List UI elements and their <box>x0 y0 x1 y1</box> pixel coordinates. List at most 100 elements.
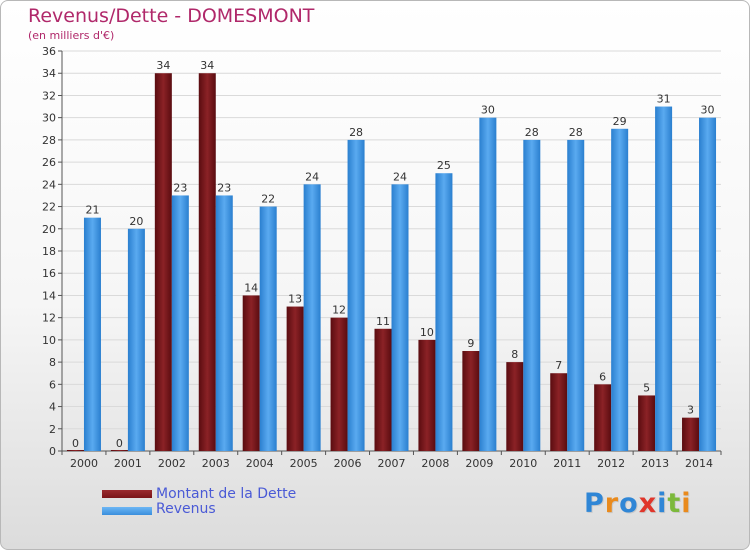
data-label-revenus: 24 <box>393 170 407 183</box>
bar-revenus <box>479 117 497 452</box>
y-tick-label: 16 <box>42 267 56 280</box>
logo-letter: i <box>657 488 668 519</box>
x-tick-label: 2009 <box>465 457 493 470</box>
data-label-revenus: 22 <box>261 193 275 206</box>
chart-title: Revenus/Dette - DOMESMONT <box>28 5 315 27</box>
bar-revenus <box>391 184 409 452</box>
bar-dette <box>374 328 392 451</box>
data-label-revenus: 20 <box>129 215 143 228</box>
bar-dette <box>286 306 304 451</box>
bar-revenus <box>655 106 673 452</box>
logo-letter: P <box>584 488 605 519</box>
data-label-dette: 3 <box>687 404 694 417</box>
logo-letter: r <box>604 488 620 519</box>
bar-revenus <box>127 228 145 451</box>
data-label-dette: 12 <box>332 304 346 317</box>
x-tick-label: 2002 <box>158 457 186 470</box>
logo-letter: x <box>638 488 658 519</box>
bar-dette <box>682 417 700 451</box>
data-label-dette: 7 <box>555 359 562 372</box>
x-tick-label: 2010 <box>509 457 537 470</box>
data-label-revenus: 23 <box>173 181 187 194</box>
x-tick-label: 2003 <box>202 457 230 470</box>
bar-dette <box>242 295 260 451</box>
x-tick-label: 2008 <box>421 457 449 470</box>
data-label-revenus: 28 <box>349 126 363 139</box>
y-tick-label: 6 <box>49 378 56 391</box>
data-label-dette: 13 <box>288 293 302 306</box>
legend-swatch-revenus <box>102 507 152 515</box>
data-label-revenus: 28 <box>569 126 583 139</box>
y-tick-label: 22 <box>42 201 56 214</box>
bar-revenus <box>215 195 233 451</box>
bar-dette <box>638 395 656 451</box>
y-tick-label: 32 <box>42 89 56 102</box>
x-tick-label: 2005 <box>290 457 318 470</box>
bar-revenus <box>611 128 629 451</box>
x-tick-label: 2013 <box>641 457 669 470</box>
data-label-revenus: 29 <box>613 115 627 128</box>
x-tick-label: 2007 <box>378 457 406 470</box>
data-label-revenus: 30 <box>481 104 495 117</box>
data-label-dette: 9 <box>467 337 474 350</box>
x-tick-label: 2006 <box>334 457 362 470</box>
x-tick-label: 2004 <box>246 457 274 470</box>
bar-dette <box>462 351 480 451</box>
y-tick-label: 28 <box>42 134 56 147</box>
data-label-dette: 0 <box>72 437 79 450</box>
proxiti-logo: Proxiti <box>584 488 692 519</box>
y-tick-label: 24 <box>42 178 56 191</box>
y-tick-label: 30 <box>42 112 56 125</box>
data-label-dette: 11 <box>376 315 390 328</box>
data-label-revenus: 30 <box>701 104 715 117</box>
legend-label-revenus: Revenus <box>156 501 216 517</box>
data-label-dette: 5 <box>643 381 650 394</box>
x-tick-label: 2000 <box>70 457 98 470</box>
y-tick-label: 14 <box>42 289 56 302</box>
y-tick-label: 26 <box>42 156 56 169</box>
bar-revenus <box>435 173 453 451</box>
bar-revenus <box>699 117 717 452</box>
legend-label-dette: Montant de la Dette <box>156 486 297 502</box>
bar-dette <box>110 450 128 451</box>
y-tick-label: 34 <box>42 67 56 80</box>
bar-revenus <box>567 139 585 451</box>
bar-dette <box>330 317 348 451</box>
data-label-dette: 34 <box>200 59 214 72</box>
logo-letter: o <box>619 488 639 519</box>
data-label-revenus: 23 <box>217 181 231 194</box>
bar-dette <box>66 450 84 451</box>
x-tick-label: 2001 <box>114 457 142 470</box>
bars <box>66 73 717 452</box>
bar-dette <box>198 73 216 451</box>
y-tick-label: 4 <box>49 401 56 414</box>
data-label-dette: 34 <box>156 59 170 72</box>
data-label-dette: 8 <box>511 348 518 361</box>
y-tick-label: 10 <box>42 334 56 347</box>
bar-dette <box>550 373 568 451</box>
data-label-dette: 6 <box>599 370 606 383</box>
bar-revenus <box>83 217 101 451</box>
logo-letter: t <box>667 488 682 519</box>
bar-revenus <box>303 184 321 452</box>
data-label-revenus: 25 <box>437 159 451 172</box>
data-label-dette: 10 <box>420 326 434 339</box>
data-label-revenus: 31 <box>657 93 671 106</box>
x-tick-label: 2014 <box>685 457 713 470</box>
y-tick-label: 18 <box>42 245 56 258</box>
chart-subtitle: (en milliers d'€) <box>28 29 115 42</box>
y-tick-label: 20 <box>42 223 56 236</box>
x-tick-label: 2011 <box>553 457 581 470</box>
bar-revenus <box>523 139 541 451</box>
bar-dette <box>506 362 524 451</box>
bar-revenus <box>347 139 365 451</box>
y-tick-label: 8 <box>49 356 56 369</box>
bar-revenus <box>171 195 189 451</box>
bar-dette <box>594 384 612 451</box>
bar-dette <box>154 73 172 451</box>
data-label-dette: 0 <box>116 437 123 450</box>
data-label-revenus: 21 <box>85 204 99 217</box>
